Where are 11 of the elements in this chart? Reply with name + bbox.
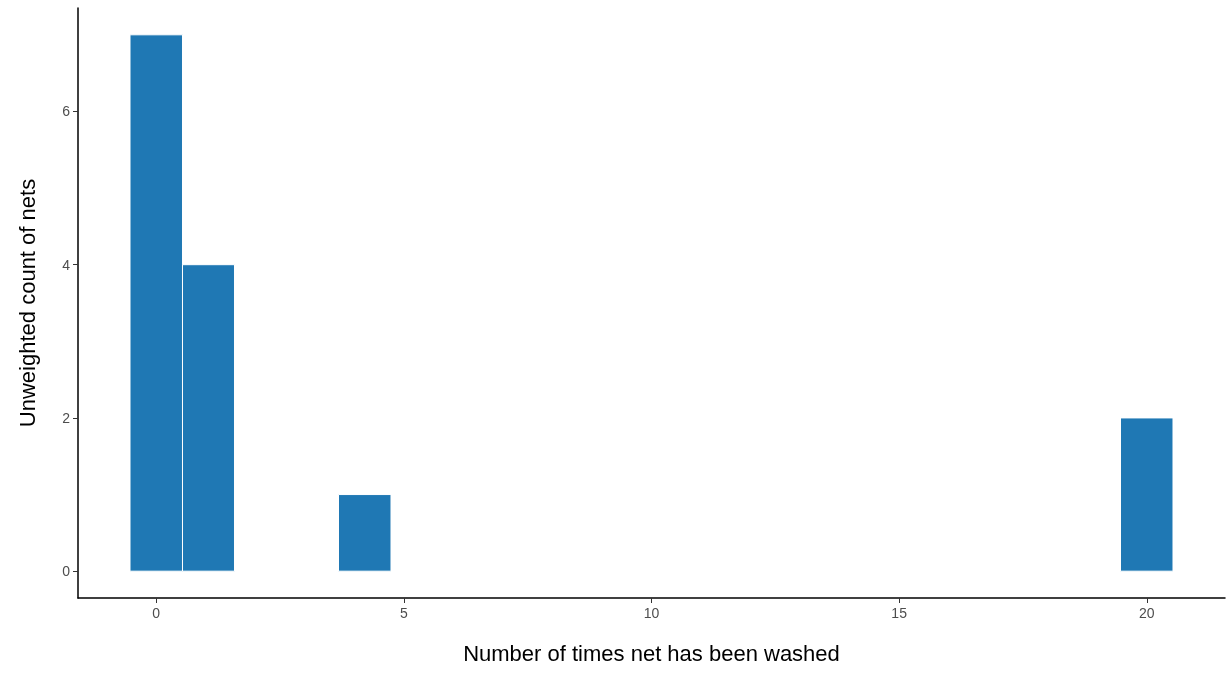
x-tick-label: 5 <box>399 605 408 621</box>
y-axis-title: Unweighted count of nets <box>14 178 40 428</box>
y-tick-label: 6 <box>62 103 71 120</box>
y-tick-label: 2 <box>62 409 71 426</box>
x-tick-label: 10 <box>643 605 660 621</box>
x-tick-label: 15 <box>891 605 908 621</box>
y-tick-label: 4 <box>62 256 71 273</box>
y-tick-label: 0 <box>62 563 71 580</box>
x-tick-label: 0 <box>152 605 161 621</box>
x-axis-title: Number of times net has been washed <box>463 640 840 666</box>
x-tick-label: 20 <box>1138 605 1155 621</box>
